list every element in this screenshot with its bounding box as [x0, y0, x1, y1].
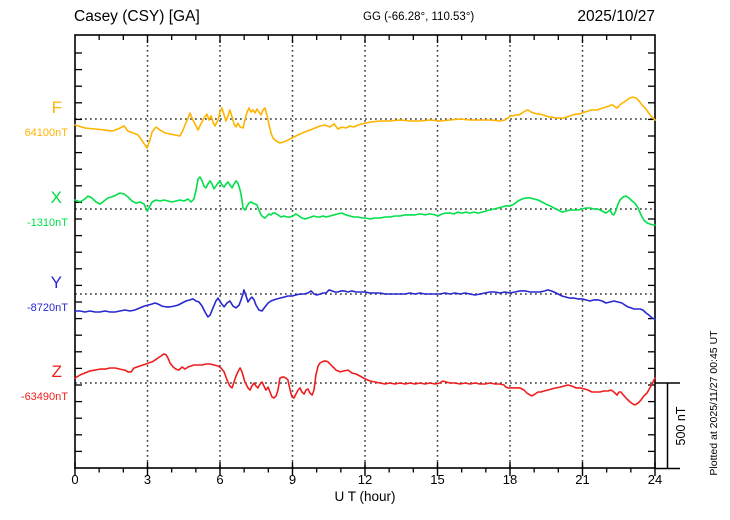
trace-x [74, 176, 656, 226]
x-tick-label: 18 [502, 472, 518, 487]
series-f-label: F [51, 98, 62, 117]
trace-z [74, 353, 656, 406]
x-tick-label: 21 [575, 472, 590, 487]
station-title: Casey (CSY) [GA] [74, 8, 200, 25]
series-z-baseline-value: -63490nT [20, 391, 68, 403]
series-y-label: Y [50, 273, 62, 292]
series-f-baseline-value: 64100nT [24, 127, 68, 139]
plot-date: 2025/10/27 [577, 8, 655, 25]
series-x-baseline-value: -1310nT [27, 217, 68, 229]
x-tick-label: 3 [143, 472, 152, 487]
x-tick-label: 0 [71, 472, 79, 487]
x-tick-label: 15 [430, 472, 445, 487]
series-x-label: X [50, 188, 62, 207]
scale-bar-label: 500 nT [674, 406, 688, 446]
trace-f [74, 96, 656, 149]
series-y-baseline-value: -8720nT [27, 302, 68, 314]
x-axis-label: U T (hour) [334, 489, 396, 504]
x-tick-label: 12 [357, 472, 373, 487]
x-tick-label: 6 [216, 472, 224, 487]
geographic-coords: GG (-66.28°, 110.53°) [363, 11, 475, 23]
x-tick-label: 9 [288, 472, 297, 487]
trace-y [74, 289, 656, 320]
plotted-at-timestamp: Plotted at 2025/11/27 00:45 UT [708, 330, 720, 476]
x-tick-label: 24 [647, 472, 663, 487]
series-z-label: Z [51, 362, 62, 381]
